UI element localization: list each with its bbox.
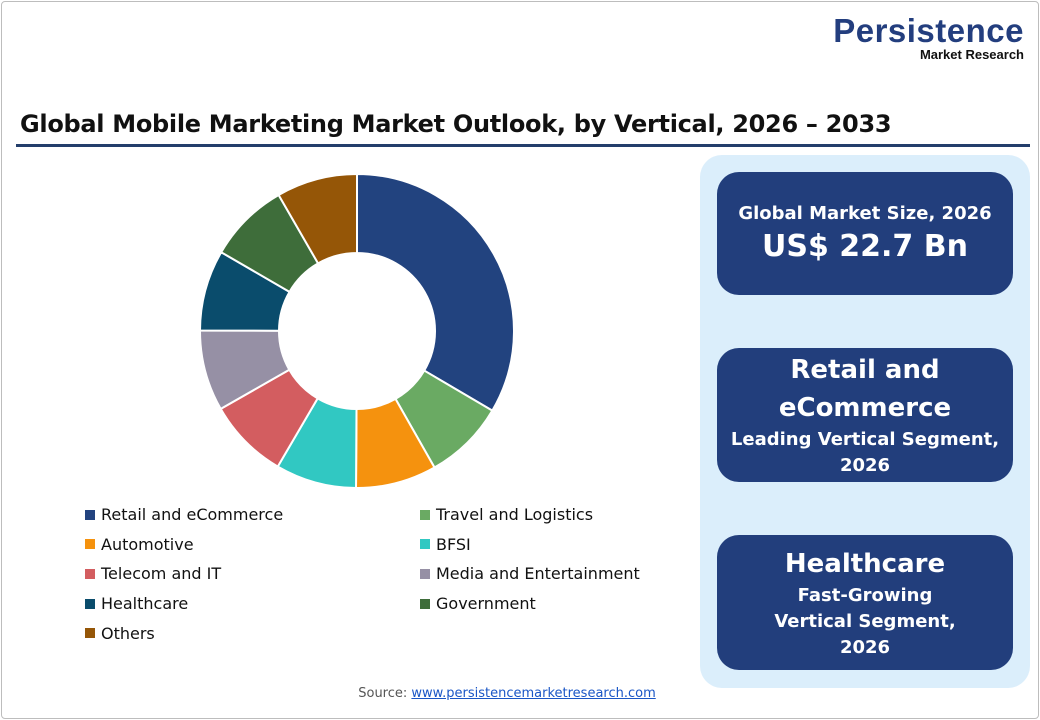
card-value: Retail and eCommerce: [778, 355, 952, 423]
legend-item: Travel and Logistics: [420, 505, 593, 524]
card-label: Fast-Growing Vertical Segment, 2026: [774, 584, 956, 658]
leading-segment-card: Retail and eCommerce Leading Vertical Se…: [717, 348, 1013, 482]
legend-label: Others: [101, 623, 155, 643]
legend-swatch: [420, 509, 430, 520]
chart-title: Global Mobile Marketing Market Outlook, …: [20, 110, 892, 138]
legend-swatch: [420, 539, 430, 550]
card-label: Global Market Size, 2026: [738, 202, 992, 224]
legend-label: Media and Entertainment: [436, 564, 640, 584]
legend-item: Telecom and IT: [85, 564, 221, 583]
market-size-card: Global Market Size, 2026 US$ 22.7 Bn: [717, 172, 1013, 295]
donut-slice-others: [277, 172, 358, 265]
legend-label: Healthcare: [101, 594, 189, 614]
logo: Persistence Market Research: [833, 14, 1024, 62]
legend-label: Retail and eCommerce: [101, 505, 284, 524]
card-label: Leading Vertical Segment, 2026: [730, 429, 1000, 476]
legend-swatch: [85, 628, 95, 639]
legend-swatch: [420, 568, 430, 579]
legend-item: Automotive: [85, 535, 194, 554]
legend-item: BFSI: [420, 535, 471, 554]
legend-swatch: [85, 598, 95, 609]
title-rule: [16, 144, 1030, 147]
card-value: US$ 22.7 Bn: [762, 228, 968, 264]
legend-item: Healthcare: [85, 594, 188, 613]
legend-item: Government: [420, 594, 536, 613]
legend-item: Others: [85, 624, 155, 643]
legend-label: Telecom and IT: [101, 564, 222, 584]
legend-label: Government: [436, 594, 536, 614]
legend-swatch: [420, 598, 430, 609]
legend-item: Retail and eCommerce: [85, 505, 283, 524]
source-link[interactable]: www.persistencemarketresearch.com: [411, 686, 656, 701]
logo-sub: Market Research: [919, 47, 1024, 62]
source: Source: www.persistencemarketresearch.co…: [0, 686, 1014, 701]
legend-swatch: [85, 509, 95, 520]
legend-label: Travel and Logistics: [436, 505, 594, 524]
donut-chart: [198, 172, 515, 490]
fast-growing-card: Healthcare Fast-Growing Vertical Segment…: [717, 535, 1013, 670]
legend-label: BFSI: [436, 534, 471, 554]
donut-slice-retail-and-ecommerce: [356, 172, 515, 413]
legend-item: Media and Entertainment: [420, 564, 640, 583]
legend-swatch: [85, 568, 95, 579]
legend-swatch: [85, 539, 95, 550]
card-value: Healthcare: [784, 548, 946, 579]
legend-label: Automotive: [101, 534, 194, 554]
logo-name: Persistence: [833, 12, 1024, 49]
source-label: Source:: [358, 686, 408, 701]
